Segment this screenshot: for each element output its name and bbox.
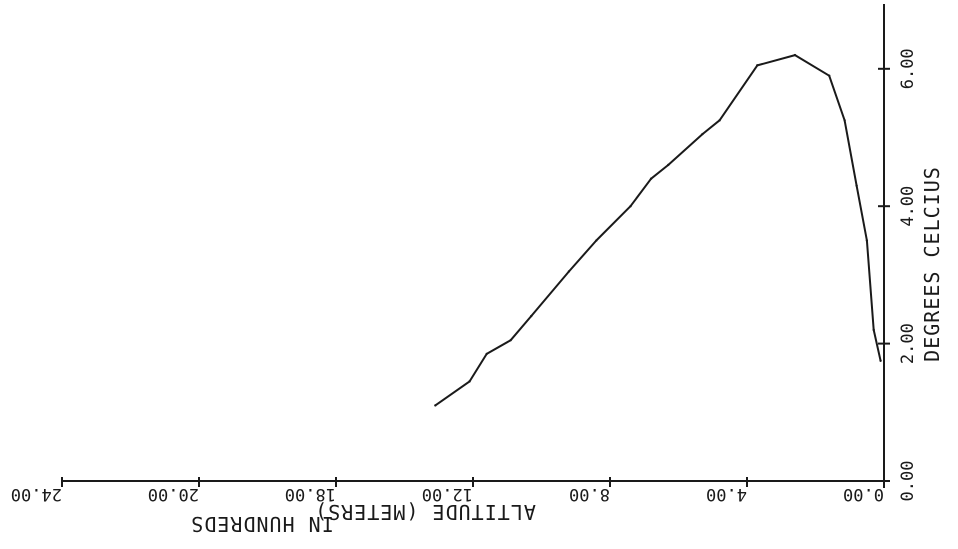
y-tick-label: 2.00 (898, 323, 918, 364)
x-tick-label: 0.00 (843, 484, 884, 504)
data-point (872, 328, 875, 332)
data-point (434, 404, 437, 407)
y-tick-label: 0.00 (898, 461, 918, 502)
data-point (649, 177, 653, 180)
data-point (530, 314, 533, 318)
data-point (756, 64, 759, 67)
x-axis-ticks: 0.00 4.00 8.00 12.00 18.00 20.00 24.00 (11, 477, 885, 504)
temperature-series-line (434, 54, 882, 407)
data-point (793, 53, 797, 57)
x-axis-title: ALTITUDE (METERS) (314, 500, 536, 524)
data-point (595, 239, 598, 242)
data-point (718, 119, 721, 122)
data-point (865, 239, 869, 242)
data-point (468, 380, 471, 383)
x-axis-title-line2: IN HUNDREDS (190, 512, 333, 536)
data-point (485, 352, 488, 356)
data-point (879, 359, 882, 362)
data-point (828, 74, 831, 77)
data-point (667, 163, 670, 167)
y-tick-label: 6.00 (898, 48, 918, 89)
data-point (701, 132, 704, 136)
plot-area (434, 53, 882, 407)
x-tick-label: 24.00 (11, 484, 62, 504)
x-tick-label: 8.00 (569, 484, 610, 504)
data-point (567, 270, 571, 273)
data-point (855, 184, 858, 187)
x-tick-label: 18.00 (285, 484, 336, 504)
x-tick-label: 12.00 (422, 484, 473, 504)
data-point (629, 205, 632, 208)
data-point (843, 119, 846, 122)
y-tick-label: 4.00 (898, 186, 918, 227)
x-tick-label: 4.00 (706, 484, 747, 504)
y-axis-title: DEGREES CELCIUS (920, 166, 944, 362)
y-axis-ticks: 0.00 2.00 4.00 6.00 (878, 48, 918, 501)
data-point (509, 338, 512, 342)
x-tick-label: 20.00 (148, 484, 199, 504)
